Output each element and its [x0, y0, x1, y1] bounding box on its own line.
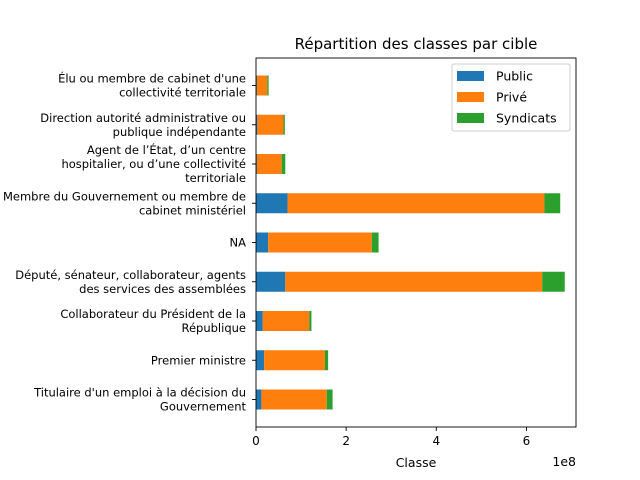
y-tick-label: Élu ou membre de cabinet d'une collectivi…: [58, 71, 246, 100]
bars-group: [256, 75, 565, 410]
bar-privé-2: [262, 311, 310, 331]
y-axis: Titulaire d'un emploi à la décision du Go…: [3, 71, 256, 414]
y-tick-label-line: NA: [230, 236, 247, 250]
bar-public-8: [256, 75, 257, 96]
y-tick-label-line: Direction autorité administrative ou: [40, 111, 246, 125]
bar-public-0: [256, 389, 262, 410]
bar-syndicats-3: [542, 271, 565, 292]
bar-public-6: [256, 154, 257, 174]
x-tick-label: 2: [342, 434, 350, 448]
bar-public-7: [256, 114, 258, 135]
y-tick-label-line: République: [182, 321, 247, 335]
bar-privé-1: [264, 350, 325, 371]
y-tick-label-line: hospitalier, ou d’une collectivité: [61, 157, 246, 171]
bar-public-2: [256, 311, 263, 331]
bar-privé-0: [261, 389, 327, 410]
y-tick-label-line: publique indépendante: [113, 125, 246, 139]
y-tick-label: Titulaire d'un emploi à la décision du Go…: [33, 386, 246, 414]
y-tick-label-line: des services des assemblées: [79, 282, 246, 296]
legend-swatch-public: [457, 71, 484, 81]
chart-title: Répartition des classes par cible: [295, 35, 538, 53]
x-tick-label: 6: [523, 434, 531, 448]
bar-public-5: [256, 193, 288, 214]
bar-public-1: [256, 350, 265, 371]
bar-privé-3: [285, 271, 543, 292]
bar-privé-7: [257, 114, 284, 135]
bar-syndicats-5: [544, 193, 561, 214]
legend-label-privé: Privé: [496, 90, 527, 105]
bar-public-3: [256, 271, 286, 292]
x-axis-offset-label: 1e8: [552, 454, 576, 469]
y-tick-label-line: Titulaire d'un emploi à la décision du: [33, 386, 246, 400]
y-tick-label: Agent de l’État, d’un centre hospitalier,…: [61, 142, 246, 185]
y-tick-label-line: Élu ou membre de cabinet d'une: [58, 71, 246, 86]
legend-swatch-syndicats: [457, 113, 484, 123]
x-axis-label: Classe: [396, 455, 437, 470]
legend-swatch-privé: [457, 92, 484, 102]
y-tick-label-line: Député, sénateur, collaborateur, agents: [15, 268, 246, 282]
y-tick-label: Premier ministre: [151, 353, 246, 367]
y-tick-label: Collaborateur du Président de la Républiq…: [60, 307, 246, 335]
bar-privé-6: [256, 154, 282, 174]
x-tick-label: 0: [252, 434, 260, 448]
y-tick-label: NA: [230, 236, 247, 250]
bar-syndicats-2: [309, 311, 312, 331]
bar-syndicats-0: [326, 389, 333, 410]
y-tick-label: Député, sénateur, collaborateur, agents d…: [15, 268, 246, 296]
y-tick-label-line: Membre du Gouvernement ou membre de: [3, 189, 246, 203]
y-tick-label: Direction autorité administrative ou publ…: [40, 111, 246, 139]
y-tick-label-line: Collaborateur du Président de la: [60, 307, 246, 321]
bar-privé-4: [268, 232, 372, 253]
bar-privé-8: [256, 75, 268, 96]
legend-label-syndicats: Syndicats: [496, 111, 557, 126]
y-tick-label-line: Premier ministre: [151, 353, 246, 367]
x-axis: 0 2 4 6: [252, 427, 530, 448]
y-tick-label-line: collectivité territoriale: [119, 86, 246, 100]
bar-privé-5: [287, 193, 545, 214]
legend-label-public: Public: [496, 69, 533, 84]
y-tick-label-line: territoriale: [185, 171, 246, 185]
bar-syndicats-7: [283, 114, 285, 135]
bar-syndicats-1: [324, 350, 329, 371]
bar-syndicats-8: [267, 75, 269, 96]
y-tick-label-line: cabinet ministériel: [139, 203, 246, 217]
bar-syndicats-6: [281, 154, 286, 174]
y-tick-label: Membre du Gouvernement ou membre de cabin…: [3, 189, 246, 217]
bar-public-4: [256, 232, 269, 253]
y-tick-label-line: Gouvernement: [160, 400, 247, 414]
y-tick-label-line: Agent de l’État, d’un centre: [87, 142, 246, 157]
bar-syndicats-4: [371, 232, 379, 253]
x-tick-label: 4: [432, 434, 440, 448]
legend: Public Privé Syndicats: [451, 63, 571, 132]
